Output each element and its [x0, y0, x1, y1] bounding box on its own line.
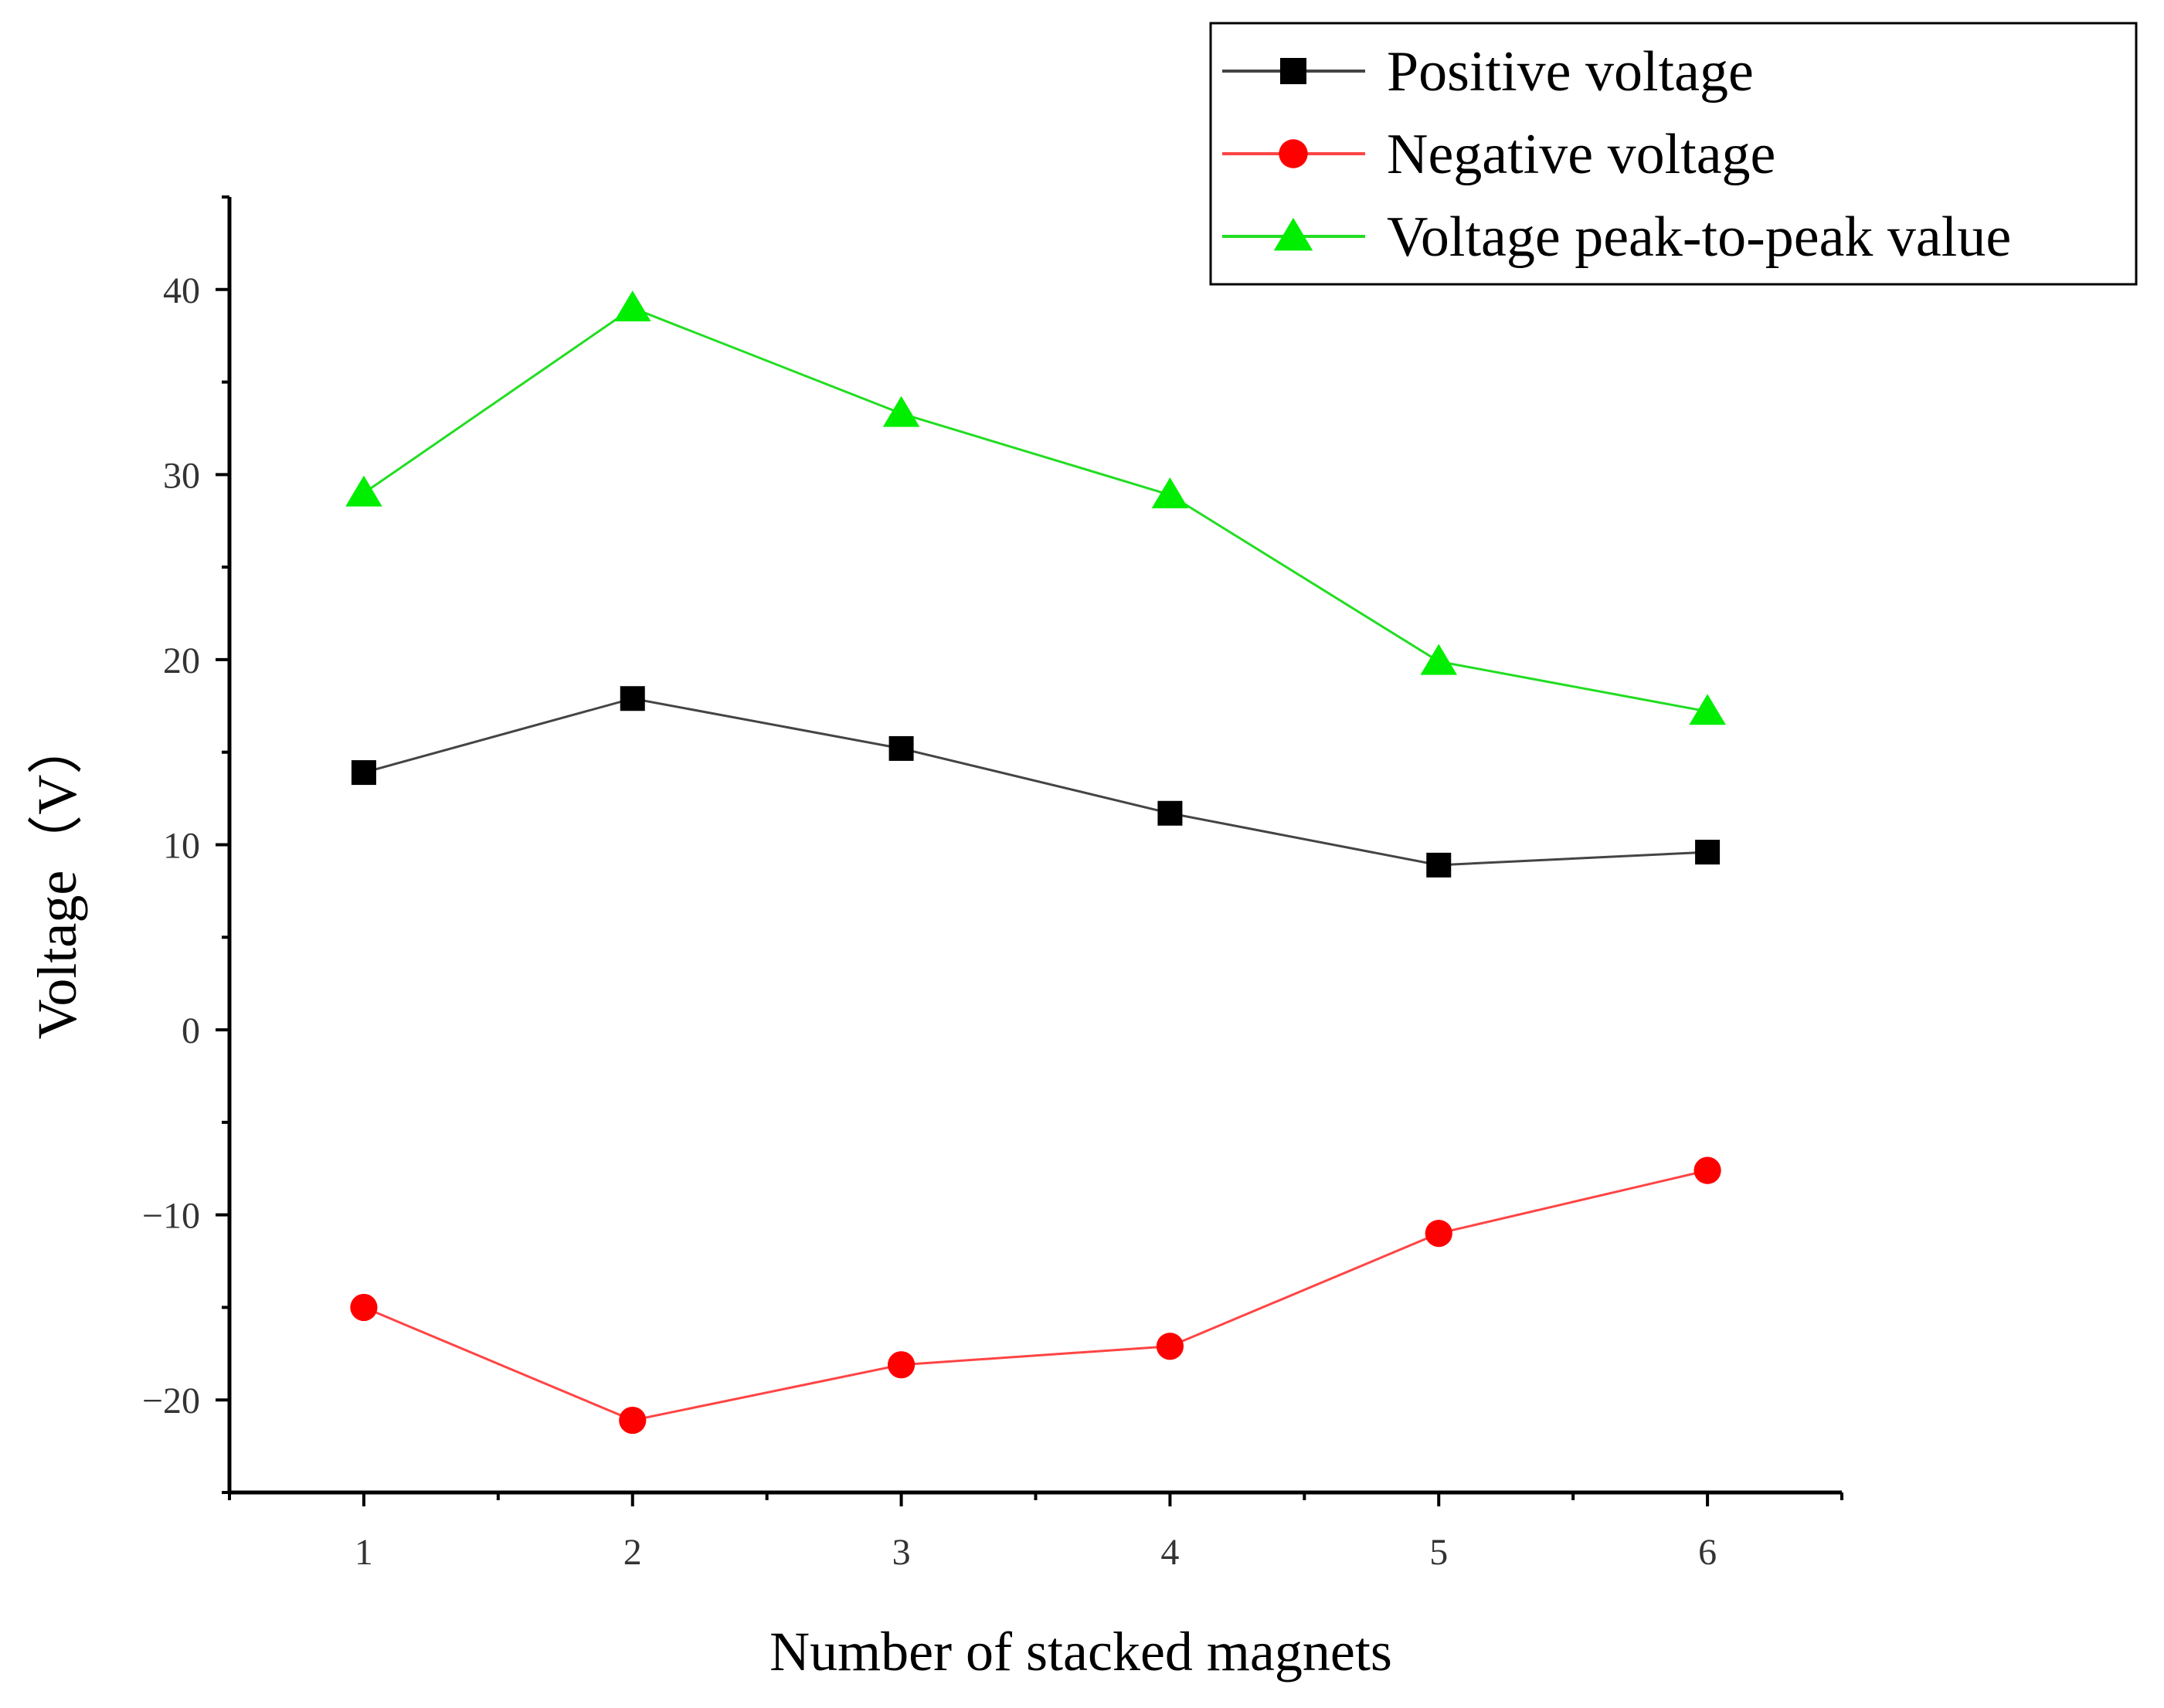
data-point	[887, 1351, 916, 1379]
series-line	[363, 1169, 1708, 1422]
data-point	[1151, 477, 1189, 508]
data-point	[620, 686, 645, 711]
x-tick-label: 2	[623, 1532, 642, 1573]
series-line	[363, 307, 1708, 713]
y-axis-title: Voltage（V）	[26, 719, 88, 1040]
y-tick-label: 40	[163, 270, 200, 311]
data-point	[613, 290, 651, 322]
legend: Positive voltage Negative voltage Voltage …	[1209, 22, 2138, 286]
data-point	[350, 1293, 378, 1322]
series-negative-voltage	[350, 1156, 1721, 1435]
series-line	[363, 697, 1708, 867]
legend-label: Negative voltage	[1387, 123, 1775, 186]
y-tick-label: 10	[163, 826, 200, 867]
legend-label: Positive voltage	[1387, 40, 1754, 104]
data-point	[1157, 800, 1183, 826]
series-voltage-peak-to-peak-value	[345, 290, 1726, 725]
data-point	[1156, 1333, 1184, 1360]
y-tick-label: −10	[142, 1196, 200, 1237]
data-point	[1420, 643, 1458, 675]
y-tick-label: 20	[163, 640, 200, 681]
data-point	[888, 735, 914, 761]
data-point	[1426, 852, 1452, 878]
series-layer	[345, 290, 1726, 1435]
data-point	[1425, 1220, 1452, 1248]
data-point	[882, 396, 920, 427]
series-positive-voltage	[351, 686, 1721, 878]
data-point	[619, 1406, 647, 1435]
x-ticks: 1 2 3 4 5 6	[228, 1492, 1843, 1573]
legend-items: Positive voltage Negative voltage Voltage …	[1222, 40, 2011, 269]
y-tick-label: 30	[163, 455, 200, 496]
legend-item: Positive voltage	[1222, 40, 1754, 104]
data-point	[345, 475, 382, 507]
y-tick-label: −20	[142, 1380, 200, 1421]
x-tick-label: 5	[1429, 1532, 1448, 1573]
y-ticks: −20 −10 0 10 20 30 40	[142, 195, 229, 1494]
y-tick-label: 0	[182, 1010, 200, 1051]
x-tick-label: 1	[355, 1532, 373, 1573]
legend-marker	[1279, 139, 1308, 168]
data-point	[1693, 1156, 1721, 1184]
x-axis-title: Number of stacked magnets	[769, 1621, 1392, 1683]
legend-marker	[1280, 58, 1306, 84]
legend-item: Voltage peak-to-peak value	[1222, 205, 2011, 269]
plot-area: −20 −10 0 10 20 30 40 1 2 3 4 5 6	[142, 195, 1843, 1573]
x-tick-label: 4	[1160, 1532, 1179, 1573]
data-point	[1695, 840, 1721, 865]
data-point	[1689, 694, 1726, 725]
legend-label: Voltage peak-to-peak value	[1387, 205, 2011, 269]
legend-marker	[1273, 217, 1313, 251]
x-tick-label: 3	[892, 1532, 911, 1573]
data-point	[351, 760, 376, 786]
legend-item: Negative voltage	[1222, 123, 1775, 186]
x-tick-label: 6	[1698, 1532, 1717, 1573]
